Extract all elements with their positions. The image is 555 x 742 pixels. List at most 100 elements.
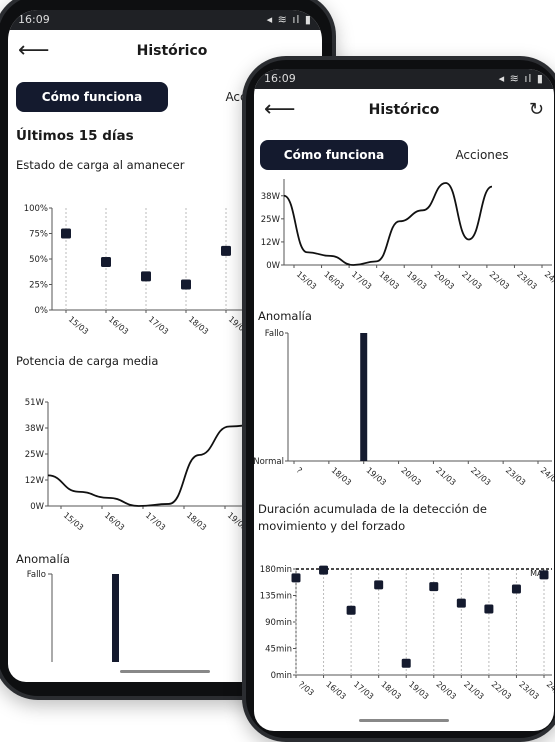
status-icons: ◂ ≋ ıl ▮ [498,72,544,85]
x-tick-label: 22/03 [469,466,492,488]
y-tick-label: 90min [265,618,292,628]
y-tick-label: Fallo [265,329,284,339]
max-reference-label: MAX [530,569,548,578]
chart-anomaly: Normal Fallo? 18/03 19/03 20/03 21/03 22/03 23/… [254,329,554,488]
y-tick-label: 75% [29,230,48,240]
bar [360,333,368,461]
x-tick-label: 23/03 [515,270,538,292]
y-tick-label: 38W [25,424,45,434]
x-tick-label: 17/03 [350,270,373,292]
y-tick-label: 45min [265,645,292,655]
data-point [181,279,191,290]
data-point [346,605,356,615]
tab-how-it-works[interactable]: Cómo funciona [260,140,408,170]
x-tick-label: 24/03 [545,680,554,702]
x-tick-label: 16/03 [107,315,130,337]
y-tick-label: 0min [271,671,292,681]
status-icons: ◂ ≋ ıl ▮ [266,13,312,26]
data-point [429,582,439,592]
status-bar: 16:09 ◂ ≋ ıl ▮ [254,69,554,89]
data-point [141,271,151,282]
x-tick-label: 23/03 [517,680,540,702]
chart-title-anomaly: Anomalía [16,552,70,566]
data-point [319,565,329,575]
y-tick-label: 12W [25,476,45,486]
page-title: Histórico [136,43,208,59]
data-point [221,245,231,256]
x-tick-label: ?/03 [297,680,316,698]
x-tick-label: 17/03 [352,680,375,702]
x-tick-label: 18/03 [330,466,353,488]
refresh-icon[interactable]: ↻ [528,99,544,120]
data-point [484,604,494,614]
y-tick-label: 50% [29,255,48,265]
chart-anomaly: Fallo [27,570,119,662]
data-point [374,580,384,590]
y-tick-label: 51W [25,398,45,408]
home-indicator[interactable] [359,719,449,722]
back-arrow-icon[interactable]: ⟵ [18,38,50,63]
data-point [456,598,466,608]
y-tick-label: Normal [254,457,284,467]
chart-title-charge-power: Potencia de carga media [16,354,159,368]
x-tick-label: 18/03 [187,315,210,337]
data-point [539,570,549,580]
y-tick-label: 25W [261,215,281,225]
x-tick-label: 16/03 [103,511,126,533]
x-tick-label: 23/03 [504,466,527,488]
x-tick-label: 20/03 [432,270,455,292]
x-tick-label: 15/03 [295,270,318,292]
y-tick-label: 25% [29,281,48,291]
top-bar: ⟵ Histórico [8,30,322,74]
data-point [61,228,71,239]
y-tick-label: 12W [261,238,281,248]
x-tick-label: 24/03 [543,270,554,292]
bar [112,574,119,662]
x-tick-label: 19/03 [364,466,387,488]
x-tick-label: 20/03 [434,680,457,702]
y-tick-label: 180min [260,565,292,575]
y-tick-label: 25W [25,450,45,460]
x-tick-label: 15/03 [67,315,90,337]
chart-title-charge-state: Estado de carga al amanecer [16,158,185,172]
x-tick-label: 24/03 [539,466,554,488]
x-tick-label: 17/03 [144,511,167,533]
chart-charge-power: 0W12W25W38W51W15/0316/0317/0318/0319/032… [25,398,322,533]
tab-how-it-works[interactable]: Cómo funciona [16,82,168,112]
home-indicator[interactable] [120,670,210,673]
series-line [283,182,493,266]
data-point [291,573,301,583]
tab-actions[interactable]: Acciones [455,148,509,162]
x-tick-label: 21/03 [434,466,457,488]
data-point [101,257,111,268]
x-tick-label: 15/03 [62,511,85,533]
x-tick-label: 16/03 [324,680,347,702]
x-tick-label: 19/03 [407,680,430,702]
screen-right: 16:09 ◂ ≋ ıl ▮ ⟵ Histórico ↻ Cómo funcio… [254,69,554,731]
x-tick-label: ? [295,466,304,476]
x-tick-label: 20/03 [399,466,422,488]
chart-duration: 0min 45min 90min 135min 180min ?/03 16/03 17/03… [260,565,554,702]
y-tick-label: 0W [30,502,44,512]
x-tick-label: 18/03 [377,270,400,292]
top-bar: ⟵ Histórico ↻ [254,89,554,133]
back-arrow-icon[interactable]: ⟵ [264,97,296,122]
y-tick-label: Fallo [27,570,46,580]
data-point [511,584,521,594]
chart-title-anomaly: Anomalía [258,309,312,323]
x-tick-label: 22/03 [488,270,511,292]
status-bar: 16:09 ◂ ≋ ıl ▮ [8,10,322,30]
status-time: 16:09 [264,72,296,85]
x-tick-label: 18/03 [185,511,208,533]
y-tick-label: 38W [261,192,281,202]
x-tick-label: 21/03 [460,270,483,292]
x-tick-label: 18/03 [379,680,402,702]
y-tick-label: 135min [260,592,292,602]
tab-bar: Cómo funciona Acciones [260,140,548,170]
x-tick-label: 21/03 [462,680,485,702]
y-tick-label: 100% [24,204,48,214]
status-time: 16:09 [18,13,50,26]
phone-right: 16:09 ◂ ≋ ıl ▮ ⟵ Histórico ↻ Cómo funcio… [242,56,555,742]
x-tick-label: 17/03 [147,315,170,337]
x-tick-label: 22/03 [490,680,513,702]
